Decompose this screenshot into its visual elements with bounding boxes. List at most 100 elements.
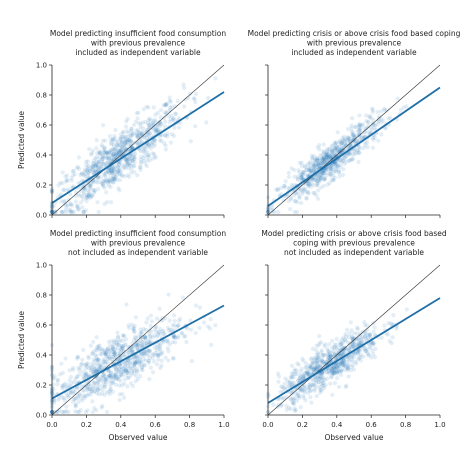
scatter-point bbox=[73, 403, 78, 408]
scatter-point bbox=[286, 170, 291, 175]
scatter-point bbox=[123, 134, 128, 139]
scatter-point bbox=[385, 332, 390, 337]
scatter-point bbox=[191, 96, 196, 101]
x-tick-label: 0.4 bbox=[115, 421, 127, 429]
scatter-point bbox=[154, 129, 159, 134]
scatter-point bbox=[150, 139, 155, 145]
scatter-point bbox=[97, 156, 102, 161]
scatter-point bbox=[164, 110, 169, 115]
scatter-point bbox=[122, 144, 127, 149]
scatter-point bbox=[363, 140, 368, 145]
panel-title-line: with previous prevalence bbox=[91, 39, 186, 48]
scatter-point bbox=[138, 149, 143, 154]
scatter-point bbox=[111, 138, 116, 143]
scatter-point bbox=[366, 130, 371, 135]
scatter-point bbox=[321, 142, 326, 147]
scatter-point bbox=[346, 152, 351, 157]
scatter-point bbox=[305, 162, 311, 167]
scatter-point bbox=[351, 355, 356, 360]
scatter-point bbox=[197, 325, 202, 331]
scatter-point bbox=[87, 183, 92, 188]
scatter-point bbox=[105, 199, 110, 205]
scatter-point bbox=[68, 209, 73, 215]
scatter-point bbox=[68, 208, 73, 213]
scatter-point bbox=[64, 173, 70, 178]
y-axis-label: Predicted value bbox=[17, 111, 26, 169]
scatter-point bbox=[129, 133, 134, 139]
scatter-point bbox=[126, 157, 131, 162]
scatter-point bbox=[115, 168, 121, 173]
scatter-point bbox=[193, 330, 198, 336]
scatter-point bbox=[370, 110, 375, 115]
scatter-point bbox=[88, 168, 93, 174]
scatter-point bbox=[332, 146, 337, 151]
scatter-point bbox=[171, 117, 176, 123]
scatter-point bbox=[363, 331, 368, 336]
scatter-point bbox=[104, 162, 109, 167]
scatter-point bbox=[75, 203, 80, 208]
scatter-point bbox=[106, 179, 112, 184]
scatter-point bbox=[114, 155, 119, 160]
scatter-point bbox=[146, 153, 152, 158]
scatter-point bbox=[284, 403, 289, 408]
scatter-point bbox=[141, 149, 146, 154]
scatter-point bbox=[342, 144, 347, 149]
scatter-point bbox=[381, 118, 386, 123]
scatter-point bbox=[337, 174, 342, 179]
scatter-point bbox=[96, 159, 101, 165]
panel-1: Model predicting insufficient food consu… bbox=[17, 29, 226, 220]
scatter-point bbox=[331, 178, 336, 183]
scatter-point bbox=[117, 188, 122, 193]
scatter-point bbox=[97, 347, 102, 352]
scatter-point bbox=[78, 200, 83, 205]
scatter-point bbox=[154, 329, 159, 335]
scatter-point bbox=[346, 158, 351, 163]
scatter-point bbox=[130, 131, 135, 136]
scatter-point bbox=[147, 377, 152, 382]
scatter-point bbox=[317, 157, 322, 162]
scatter-point bbox=[305, 173, 310, 178]
scatter-point bbox=[105, 169, 110, 175]
scatter-point bbox=[81, 173, 86, 178]
scatter-point bbox=[299, 175, 304, 181]
y-tick-label: 0.2 bbox=[36, 382, 47, 390]
scatter-point bbox=[301, 373, 306, 378]
scatter-point bbox=[167, 119, 172, 124]
scatter-point bbox=[104, 149, 109, 155]
scatter-point bbox=[113, 150, 118, 155]
scatter-point bbox=[154, 362, 160, 367]
scatter-point bbox=[321, 158, 326, 164]
scatter-point bbox=[360, 334, 365, 339]
scatter-point bbox=[308, 395, 313, 400]
scatter-point bbox=[343, 338, 348, 343]
scatter-point bbox=[130, 158, 135, 164]
scatter-point bbox=[347, 139, 353, 144]
scatter-point bbox=[313, 162, 318, 167]
scatter-point bbox=[314, 393, 319, 399]
scatter-point bbox=[86, 193, 91, 198]
scatter-point bbox=[193, 91, 199, 97]
scatter-point bbox=[73, 396, 79, 401]
scatter-point bbox=[132, 160, 137, 165]
scatter-point bbox=[124, 367, 129, 372]
scatter-point bbox=[60, 181, 65, 186]
scatter-point bbox=[99, 164, 104, 169]
scatter-point bbox=[143, 146, 148, 151]
x-axis-label: Observed value bbox=[325, 433, 384, 442]
scatter-point bbox=[193, 303, 199, 308]
scatter-point bbox=[322, 177, 327, 182]
scatter-point bbox=[77, 193, 83, 198]
scatter-point bbox=[68, 202, 73, 207]
scatter-point bbox=[314, 193, 319, 198]
scatter-point bbox=[292, 408, 298, 413]
scatter-point bbox=[96, 166, 101, 171]
scatter-point bbox=[108, 373, 113, 378]
scatter-point bbox=[134, 133, 139, 138]
scatter-point bbox=[348, 157, 354, 162]
scatter-point bbox=[85, 159, 91, 164]
scatter-point bbox=[75, 205, 80, 210]
scatter-point bbox=[120, 134, 125, 140]
scatter-point bbox=[80, 171, 85, 176]
scatter-point bbox=[339, 368, 344, 373]
scatter-point bbox=[152, 154, 157, 159]
